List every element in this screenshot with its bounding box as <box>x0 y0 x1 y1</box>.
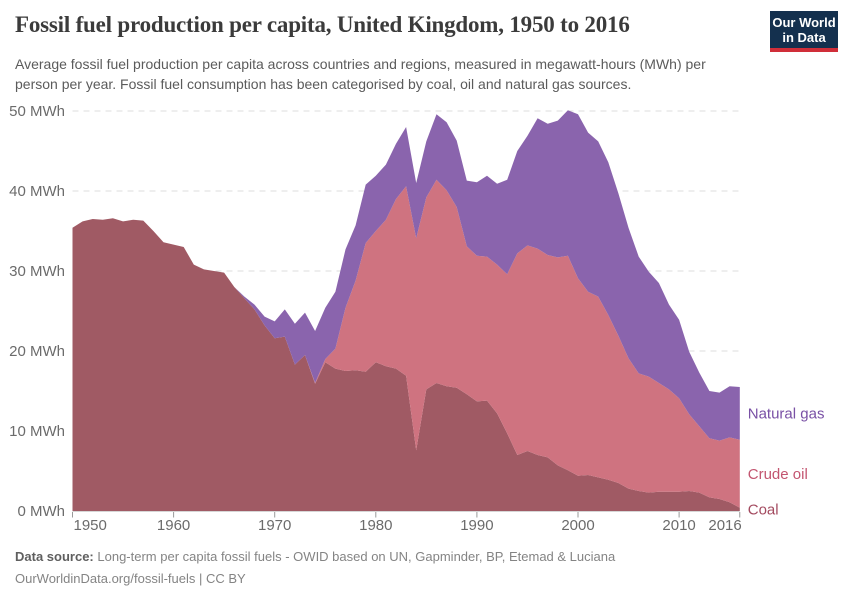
x-axis-label-2000: 2000 <box>561 517 594 534</box>
x-axis-label-2010: 2010 <box>662 517 695 534</box>
chart-subtitle-line2: person per year. Fossil fuel consumption… <box>15 76 632 92</box>
data-source-text: Long-term per capita fossil fuels - OWID… <box>97 549 616 564</box>
data-source-line: Data source: Long-term per capita fossil… <box>15 546 615 568</box>
y-axis-label-10: 10 MWh <box>9 423 65 440</box>
y-axis-label-40: 40 MWh <box>9 183 65 200</box>
area-coal[interactable] <box>72 218 740 511</box>
y-axis-label-50: 50 MWh <box>9 103 65 120</box>
data-source-label: Data source: <box>15 549 94 564</box>
owid-logo[interactable]: Our World in Data <box>770 11 838 53</box>
legend-label-crude-oil[interactable]: Crude oil <box>748 466 808 483</box>
y-axis-label-20: 20 MWh <box>9 343 65 360</box>
x-axis-label-1990: 1990 <box>460 517 493 534</box>
page-title: Fossil fuel production per capita, Unite… <box>15 12 630 37</box>
y-axis-label-0: 0 MWh <box>17 503 65 520</box>
license-line[interactable]: OurWorldinData.org/fossil-fuels | CC BY <box>15 571 246 586</box>
x-axis-label-1970: 1970 <box>258 517 291 534</box>
area-natural-gas[interactable] <box>72 110 740 441</box>
x-axis-label-1960: 1960 <box>157 517 190 534</box>
chart-footer: Data source: Long-term per capita fossil… <box>15 546 615 590</box>
owid-logo-line1: Our World <box>772 15 836 30</box>
y-axis-label-30: 30 MWh <box>9 263 65 280</box>
chart-subtitle: Average fossil fuel production per capit… <box>15 54 706 94</box>
chart-subtitle-line1: Average fossil fuel production per capit… <box>15 56 706 72</box>
x-axis-label-2016: 2016 <box>708 517 741 534</box>
owid-logo-line2: in Data <box>782 30 826 46</box>
legend-label-natural-gas[interactable]: Natural gas <box>748 405 825 422</box>
x-axis-label-1980: 1980 <box>359 517 392 534</box>
legend-label-coal[interactable]: Coal <box>748 501 779 518</box>
x-axis-label-1950: 1950 <box>74 517 107 534</box>
area-crude-oil[interactable] <box>72 179 740 508</box>
